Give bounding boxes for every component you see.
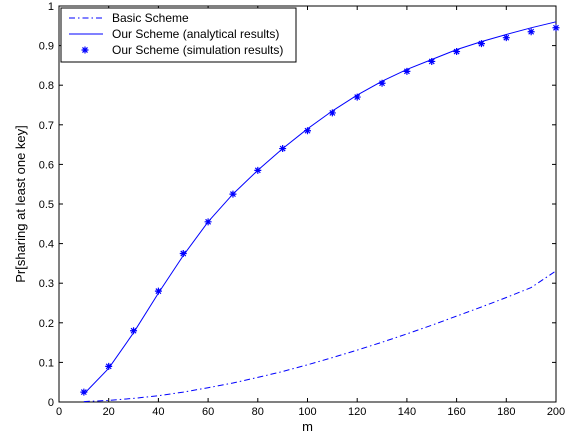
x-tick-label: 60: [202, 406, 214, 418]
y-tick-label: 0.2: [39, 318, 54, 330]
series-2: [83, 21, 557, 395]
x-tick-label: 180: [497, 406, 515, 418]
legend-entry: Our Scheme (simulation results): [81, 43, 283, 57]
data-point: [179, 250, 187, 257]
data-point: [130, 327, 138, 335]
x-tick-label: 200: [547, 406, 565, 418]
series-line: [83, 270, 557, 403]
y-tick-label: 0.1: [39, 357, 54, 369]
data-point: [403, 67, 411, 75]
x-tick-label: 160: [447, 406, 465, 418]
y-tick-label: 0.8: [39, 80, 54, 92]
data-point: [254, 166, 262, 174]
data-point: [204, 218, 212, 226]
legend-label: Our Scheme (simulation results): [112, 43, 283, 57]
series-1: [83, 270, 557, 403]
data-point: [552, 24, 560, 32]
legend: Basic Scheme Our Scheme (analytical resul…: [60, 7, 297, 63]
y-tick-label: 0.7: [39, 120, 54, 132]
x-tick-label: 140: [398, 406, 416, 418]
x-tick-label: 20: [103, 406, 115, 418]
x-tick-label: 120: [348, 406, 366, 418]
legend-marker: [81, 46, 89, 54]
data-point: [328, 109, 336, 117]
data-point: [428, 57, 436, 65]
data-point: [453, 48, 461, 56]
data-point: [353, 93, 361, 101]
x-tick-label: 100: [298, 406, 316, 418]
data-point: [477, 40, 485, 48]
data-point: [154, 287, 162, 295]
data-point: [80, 388, 88, 396]
data-point: [378, 79, 386, 87]
legend-label: Our Scheme (analytical results): [112, 27, 279, 41]
legend-box: [60, 7, 297, 63]
data-point: [304, 127, 311, 135]
data-point: [502, 34, 510, 42]
y-tick-label: 1: [48, 1, 54, 13]
y-tick-label: 0.9: [39, 41, 54, 53]
x-axis-label: m: [302, 419, 313, 434]
x-tick-label: 0: [56, 406, 62, 418]
axis-ticks: 0 20 40 60 80 100 120 140 160 180 200 0 0.1 0.2 0.3 0.4…: [39, 1, 565, 418]
series-line: [83, 21, 557, 395]
y-tick-label: 0.3: [39, 278, 54, 290]
data-point: [279, 145, 287, 153]
y-axis-label: Pr[sharing at least one key]: [13, 125, 28, 283]
y-tick-label: 0.5: [39, 199, 54, 211]
legend-entry: Basic Scheme: [69, 11, 189, 25]
x-tick-label: 80: [252, 406, 264, 418]
y-tick-label: 0.4: [39, 239, 54, 251]
y-tick-label: 0: [48, 397, 54, 409]
y-tick-label: 0.6: [39, 159, 54, 171]
data-point: [527, 28, 535, 36]
x-tick-label: 40: [152, 406, 164, 418]
series-layer: [80, 21, 560, 403]
data-point: [229, 190, 237, 198]
legend-entry: Our Scheme (analytical results): [69, 27, 279, 41]
plot-area: [58, 5, 557, 403]
series-3: [80, 24, 560, 396]
legend-label: Basic Scheme: [112, 11, 189, 25]
data-point: [105, 362, 113, 370]
